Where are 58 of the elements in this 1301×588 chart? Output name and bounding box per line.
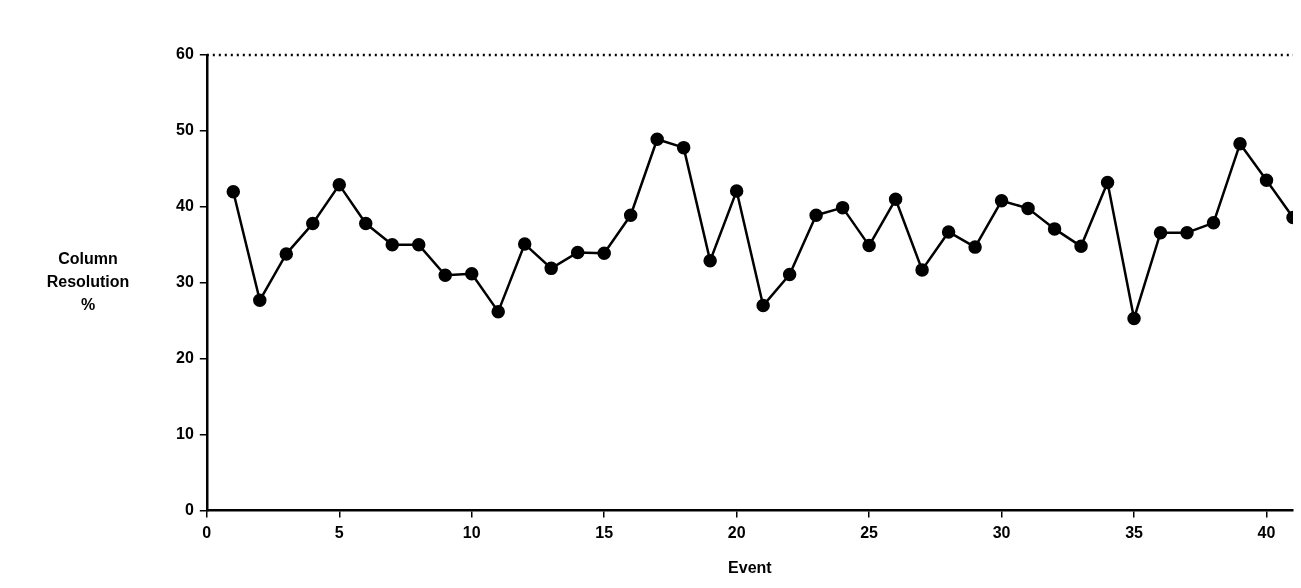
point — [1047, 222, 1062, 236]
y-axis-title: Column Resolution % — [46, 250, 130, 314]
y-tick-label: 40 — [176, 197, 194, 215]
y-tick-label: 20 — [176, 349, 194, 367]
point — [1074, 239, 1088, 254]
point — [1127, 311, 1141, 326]
point — [411, 238, 426, 252]
y-tick-label: 60 — [176, 45, 194, 63]
x-tick-label: 30 — [992, 523, 1011, 541]
point — [835, 200, 850, 215]
point — [385, 238, 399, 252]
point — [226, 184, 241, 199]
y-tick-label: 0 — [184, 501, 194, 519]
point — [438, 268, 452, 282]
point — [623, 208, 638, 222]
x-tick-label: 15 — [595, 523, 614, 541]
y-tick-label: 50 — [176, 121, 194, 139]
x-tick-label: 25 — [860, 523, 879, 541]
point — [306, 216, 320, 231]
point — [862, 238, 876, 253]
point — [597, 246, 611, 260]
x-tick-label: 35 — [1125, 523, 1144, 541]
point — [544, 261, 558, 276]
x-tick-label: 40 — [1257, 523, 1276, 541]
y-tick-label: 30 — [176, 273, 194, 291]
x-tick-label: 20 — [727, 523, 746, 541]
x-tick-label: 10 — [462, 523, 481, 541]
point — [1100, 175, 1115, 190]
point — [1180, 225, 1194, 240]
point — [279, 247, 294, 261]
point — [729, 184, 744, 198]
point — [517, 237, 532, 251]
x-tick-label: 5 — [334, 523, 344, 541]
point — [994, 194, 1009, 208]
point — [703, 254, 717, 268]
point — [888, 192, 903, 207]
point — [464, 266, 479, 281]
point — [1259, 173, 1274, 188]
point — [1233, 137, 1247, 151]
point — [1153, 225, 1168, 240]
point — [756, 298, 770, 313]
point — [1021, 201, 1035, 216]
y-tick-label: 10 — [176, 425, 194, 443]
point — [968, 240, 982, 254]
x-tick-label: 0 — [202, 523, 212, 541]
point — [915, 263, 929, 277]
point — [782, 267, 797, 282]
point — [491, 304, 505, 319]
point — [650, 132, 664, 147]
point — [359, 216, 373, 231]
point — [676, 140, 691, 155]
point — [1206, 216, 1221, 230]
point — [941, 225, 956, 239]
point — [809, 208, 823, 222]
x-axis-title: Event — [728, 558, 773, 576]
point — [332, 178, 347, 192]
point — [570, 245, 585, 260]
point — [253, 293, 267, 308]
